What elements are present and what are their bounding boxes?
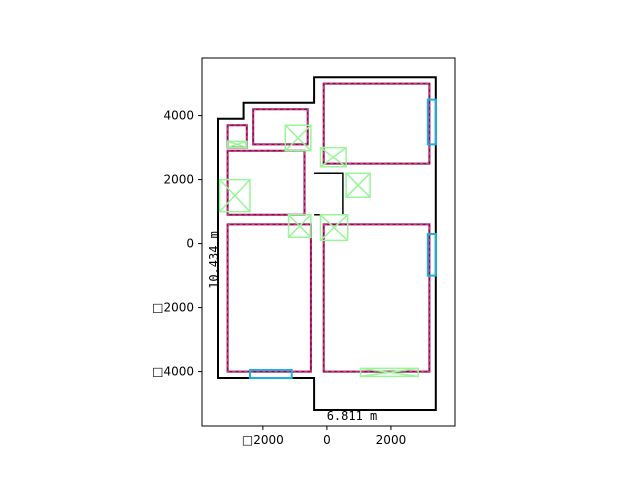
- doors-group: [218, 124, 419, 378]
- rooms-group: [226, 82, 431, 373]
- door: [226, 140, 248, 149]
- windows-group: [249, 98, 437, 379]
- floor-plan-outline-group: [217, 76, 437, 411]
- window: [249, 369, 293, 379]
- corridor-wall: [314, 172, 344, 216]
- room-outline-dash: [227, 124, 248, 149]
- door: [287, 214, 312, 238]
- door: [319, 214, 349, 242]
- window: [426, 98, 437, 146]
- height-dimension-label: 10.434 m: [207, 231, 221, 289]
- room-outline-dash: [227, 150, 305, 216]
- y-axis-ticks: 4000 2000 0 □2000 □4000: [152, 109, 202, 379]
- y-tick-label: □4000: [152, 365, 194, 379]
- door: [218, 178, 251, 213]
- door: [345, 172, 371, 198]
- axes-frame: [201, 57, 456, 427]
- room-outline: [226, 149, 306, 216]
- room-outline: [226, 223, 312, 373]
- y-tick-label: 4000: [163, 109, 194, 123]
- window: [426, 233, 437, 277]
- door: [284, 124, 312, 152]
- building-outline: [217, 76, 437, 411]
- door: [319, 146, 347, 168]
- room-outline-dash: [323, 83, 430, 165]
- room-outline: [322, 223, 431, 373]
- y-tick-label: □2000: [152, 301, 194, 315]
- y-tick-label: 2000: [163, 173, 194, 187]
- width-dimension-label: 6.811 m: [327, 409, 378, 423]
- room-outline-dash: [227, 223, 312, 373]
- x-tick-label: 0: [323, 433, 331, 447]
- x-axis-ticks: □2000 0 2000: [242, 426, 406, 447]
- x-tick-label: □2000: [242, 433, 284, 447]
- door: [359, 367, 419, 378]
- room-outline-dash: [252, 108, 309, 145]
- y-tick-label: 0: [186, 237, 194, 251]
- room-outline-dash: [323, 223, 430, 373]
- x-tick-label: 2000: [376, 433, 407, 447]
